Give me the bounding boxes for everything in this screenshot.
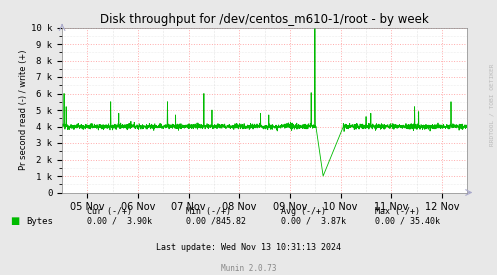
Text: Last update: Wed Nov 13 10:31:13 2024: Last update: Wed Nov 13 10:31:13 2024 [156, 243, 341, 252]
Text: Max (-/+): Max (-/+) [375, 207, 420, 216]
Text: 0.00 /845.82: 0.00 /845.82 [186, 217, 247, 226]
Text: ■: ■ [10, 216, 19, 226]
Text: Min (-/+): Min (-/+) [186, 207, 232, 216]
Text: RRDTOOL / TOBI OETIKER: RRDTOOL / TOBI OETIKER [490, 63, 495, 146]
Text: Munin 2.0.73: Munin 2.0.73 [221, 264, 276, 273]
Title: Disk throughput for /dev/centos_m610-1/root - by week: Disk throughput for /dev/centos_m610-1/r… [100, 13, 429, 26]
Text: Bytes: Bytes [26, 217, 53, 226]
Y-axis label: Pr second read (-) / write (+): Pr second read (-) / write (+) [19, 50, 28, 170]
Text: Avg (-/+): Avg (-/+) [281, 207, 326, 216]
Text: 0.00 /  3.87k: 0.00 / 3.87k [281, 217, 346, 226]
Text: 0.00 / 35.40k: 0.00 / 35.40k [375, 217, 440, 226]
Text: Cur (-/+): Cur (-/+) [87, 207, 132, 216]
Text: 0.00 /  3.90k: 0.00 / 3.90k [87, 217, 152, 226]
